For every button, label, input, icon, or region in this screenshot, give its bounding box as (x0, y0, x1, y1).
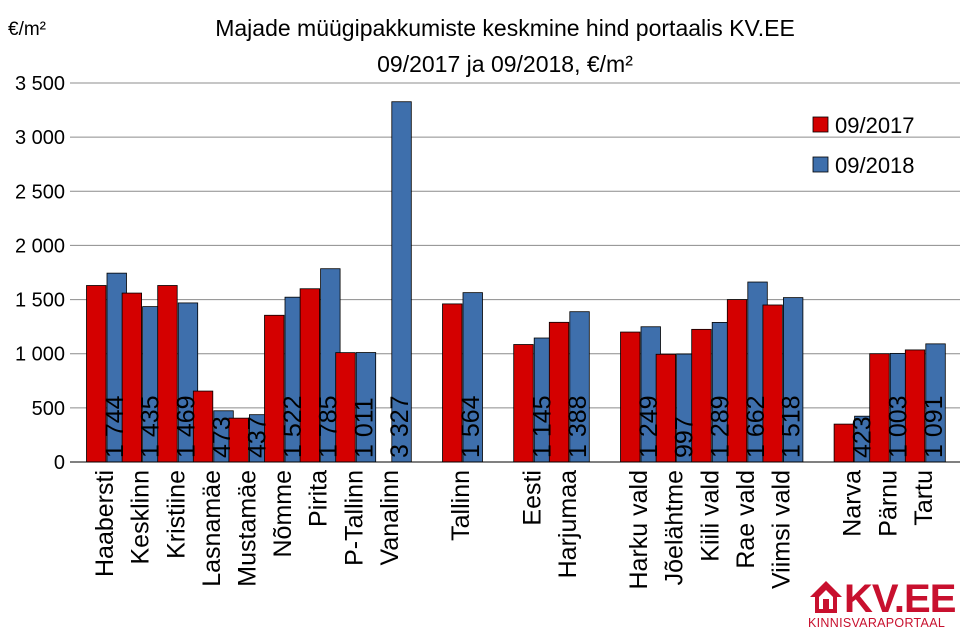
data-label: 1 145 (528, 395, 556, 458)
y-tick-label: 3 500 (15, 73, 65, 95)
x-tick-label: Nõmme (269, 470, 297, 558)
x-tick-label: Haabersti (91, 470, 119, 577)
legend-swatch (812, 156, 829, 173)
x-tick-label: Pärnu (874, 470, 902, 537)
data-label: 437 (244, 416, 272, 458)
legend: 09/2017 09/2018 (812, 113, 915, 178)
data-label: 473 (208, 416, 236, 458)
data-label: 1 003 (884, 395, 912, 458)
chart-title-line2: 09/2017 ja 09/2018, €/m² (377, 51, 633, 77)
data-labels: 1 744 1 435 1 469 473 437 1 522 1 785 1 011 3 32… (101, 395, 948, 458)
x-axis-labels: Haabersti Kesklinn Kristiine Lasnamäe Mustam… (91, 470, 938, 590)
y-tick-label: 1 000 (15, 344, 65, 366)
y-axis-ticks: 0 500 1 000 1 500 2 000 2 500 3 000 3 500 (15, 73, 65, 474)
data-label: 1 785 (315, 395, 343, 458)
y-tick-label: 3 000 (15, 127, 65, 149)
x-tick-label: Viimsi vald (768, 470, 796, 589)
data-label: 1 435 (137, 395, 165, 458)
x-tick-label: Eesti (518, 470, 546, 526)
kv-logo: KV.EE KINNISVARAPORTAAL (808, 575, 970, 635)
x-tick-label: Rae vald (732, 470, 760, 569)
y-tick-label: 0 (54, 452, 65, 474)
x-tick-label: Mustamäe (234, 470, 262, 587)
data-label: 1 091 (920, 395, 948, 458)
x-tick-label: P-Tallinn (340, 470, 368, 566)
y-tick-label: 1 500 (15, 290, 65, 312)
legend-label: 09/2018 (835, 153, 915, 178)
y-tick-label: 2 000 (15, 235, 65, 257)
y-unit-label: €/m² (8, 19, 46, 40)
data-label: 423 (849, 416, 877, 458)
data-label: 1 469 (172, 395, 200, 458)
x-tick-label: Vanalinn (376, 470, 404, 565)
data-label: 1 744 (101, 395, 129, 458)
x-tick-label: Kiili vald (696, 470, 724, 562)
data-label: 1 249 (635, 395, 663, 458)
gridlines (70, 82, 960, 409)
x-tick-label: Jõelähtme (661, 470, 689, 585)
bars (86, 101, 946, 463)
data-label: 1 564 (457, 395, 485, 458)
x-tick-label: Kesklinn (127, 470, 155, 565)
house-logo-icon (810, 581, 842, 613)
logo-text: KV.EE (844, 577, 956, 621)
data-label: 1 518 (778, 395, 806, 458)
data-label: 3 327 (386, 395, 414, 458)
x-tick-label: Kristiine (162, 470, 190, 559)
data-label: 1 388 (564, 395, 592, 458)
data-label: 1 289 (706, 395, 734, 458)
data-label: 997 (671, 416, 699, 458)
x-tick-label: Lasnamäe (198, 470, 226, 587)
legend-swatch (812, 116, 829, 133)
x-tick-label: Pirita (305, 470, 333, 527)
data-label: 1 011 (350, 397, 378, 458)
y-tick-label: 500 (32, 398, 65, 420)
data-label: 1 522 (279, 395, 307, 458)
data-label: 1 662 (742, 395, 770, 458)
x-tick-label: Harku vald (625, 470, 653, 590)
x-tick-label: Narva (839, 470, 867, 537)
logo-subtitle: KINNISVARAPORTAAL (808, 616, 946, 630)
x-tick-label: Harjumaa (554, 470, 582, 578)
legend-label: 09/2017 (835, 113, 915, 138)
y-tick-label: 2 500 (15, 181, 65, 203)
chart-title-line1: Majade müügipakkumiste keskmine hind por… (215, 15, 795, 41)
x-tick-label: Tartu (910, 470, 938, 526)
x-tick-label: Tallinn (447, 470, 475, 541)
